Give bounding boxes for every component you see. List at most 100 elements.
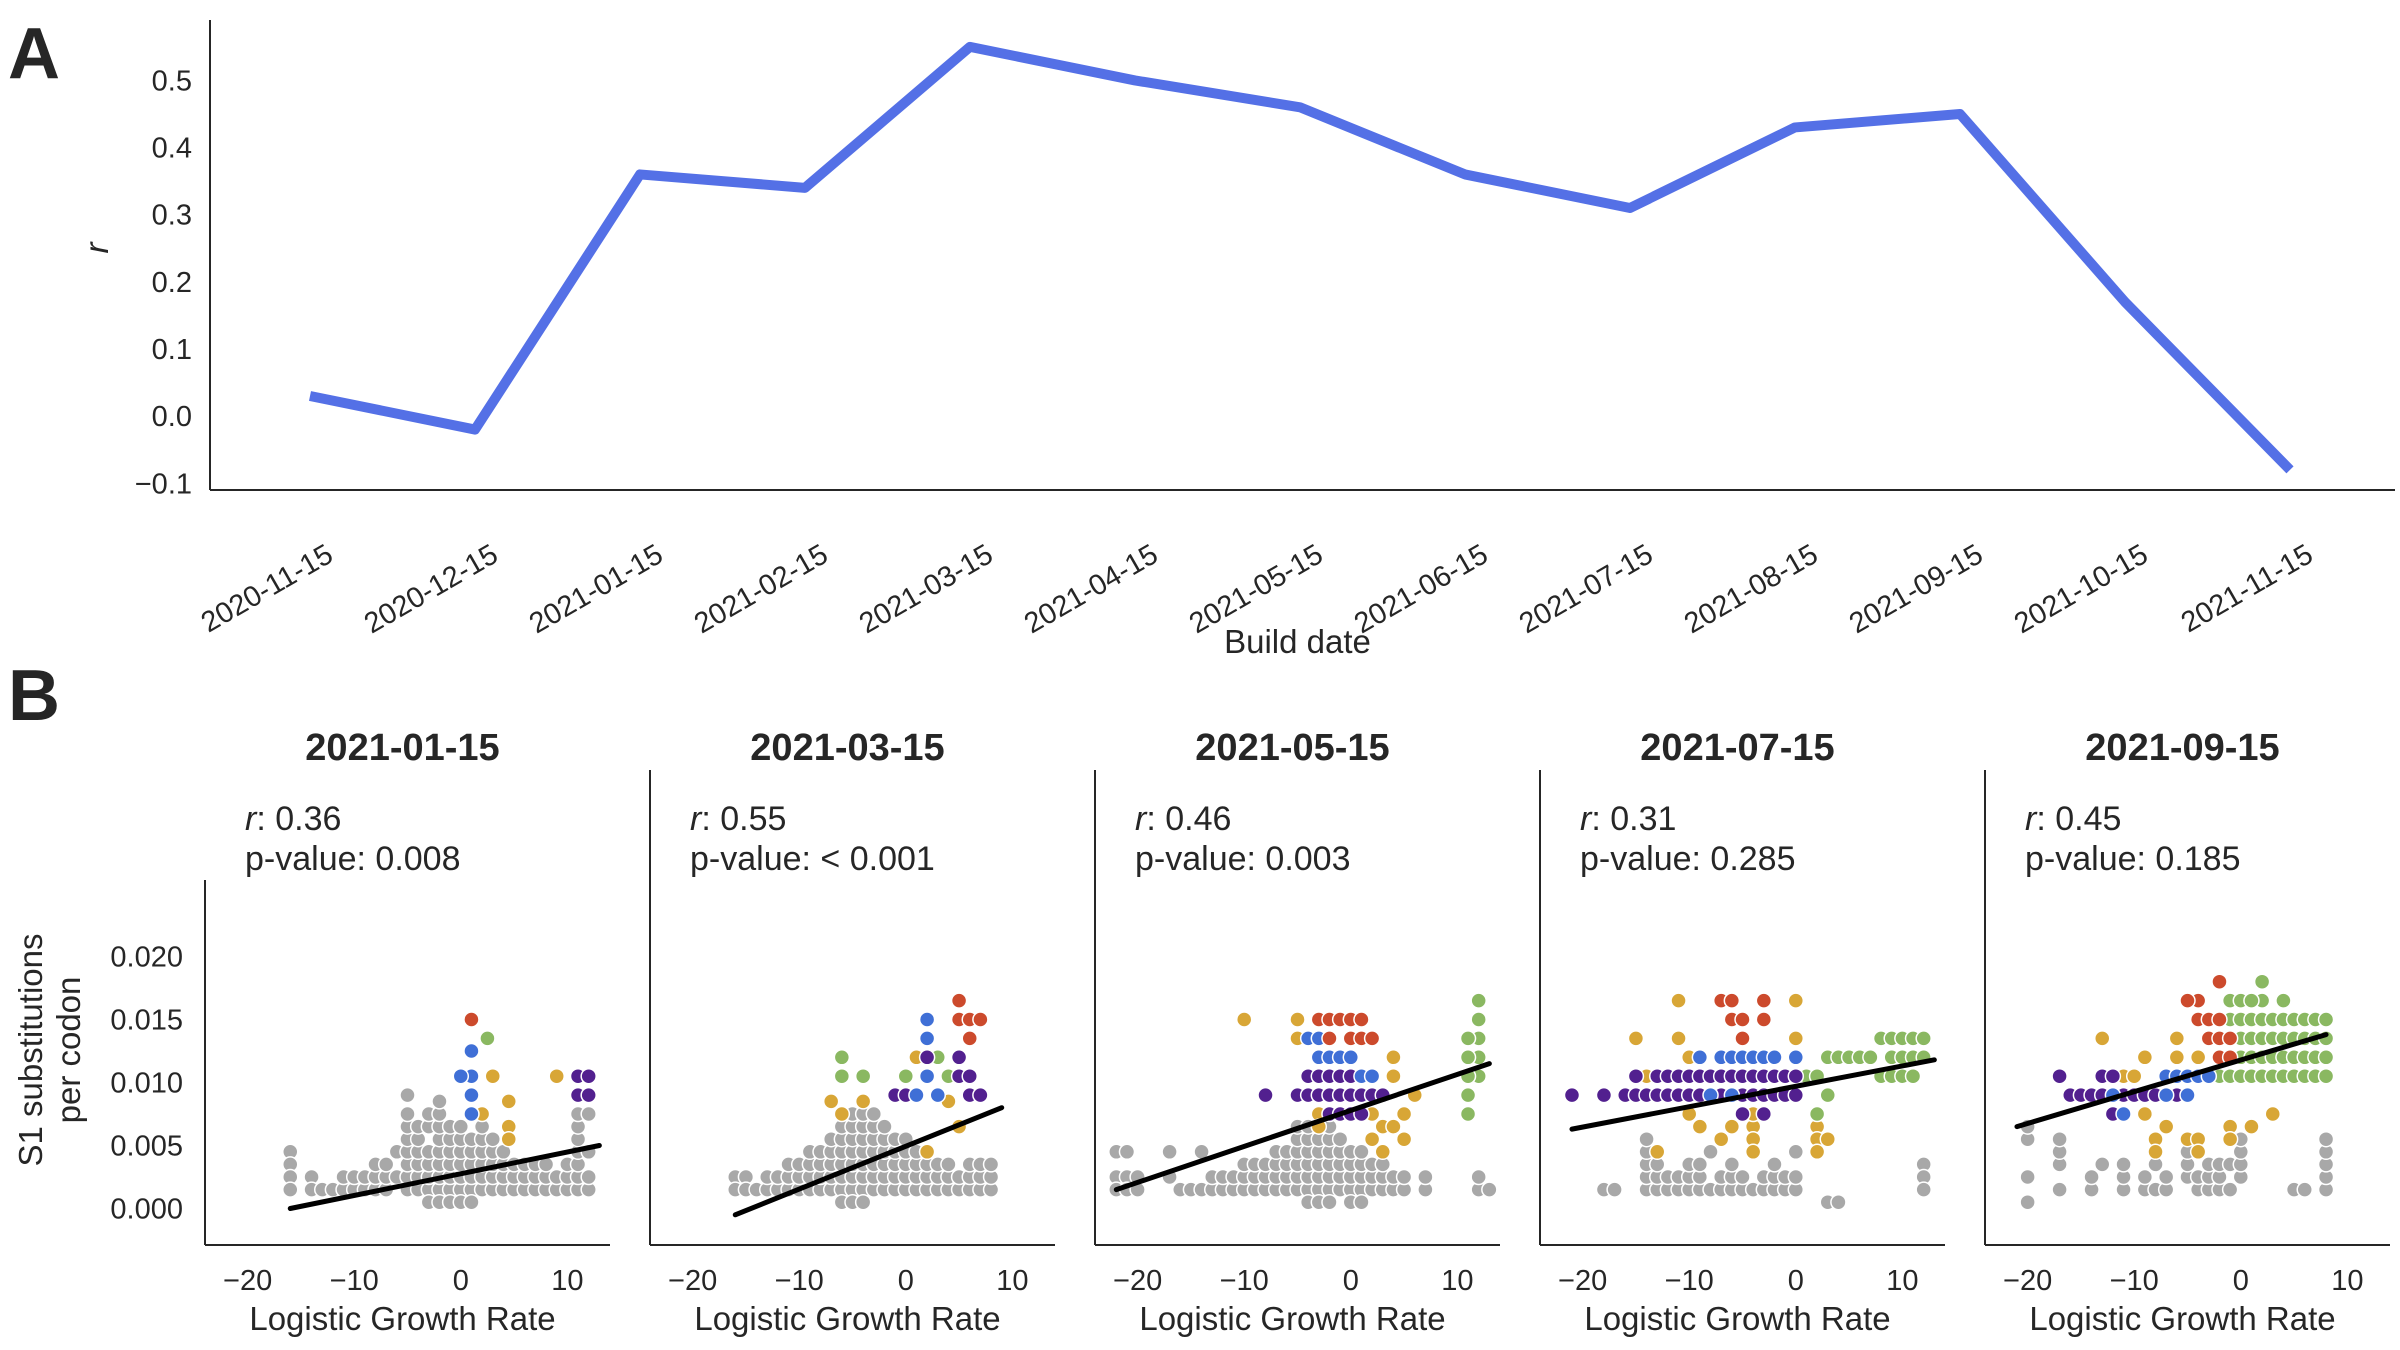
point-gray <box>1915 1181 1932 1198</box>
x-tick-label: −10 <box>1665 1265 1714 1297</box>
r-value: r: 0.31 <box>1580 800 1676 838</box>
point-red <box>1734 1030 1751 1047</box>
point-blue <box>1691 1049 1709 1066</box>
y-tick-label: 0.005 <box>110 1131 183 1163</box>
subplot-title: 2021-09-15 <box>2085 727 2279 769</box>
point-purple <box>1563 1086 1581 1104</box>
point-gray <box>1830 1193 1847 1211</box>
point-gold <box>2157 1118 2175 1135</box>
point-gold <box>1395 1105 1413 1123</box>
point-gold <box>1819 1130 1837 1148</box>
r-symbol: r <box>1580 800 1593 838</box>
point-green <box>2317 1011 2335 1028</box>
x-tick-label: 0 <box>1788 1265 1804 1297</box>
point-gold <box>2125 1067 2143 1085</box>
point-gold <box>822 1093 840 1110</box>
point-gold <box>500 1130 517 1148</box>
point-red <box>1363 1030 1381 1047</box>
point-blue <box>452 1067 470 1085</box>
point-gold <box>2147 1143 2164 1161</box>
r-number: : 0.36 <box>256 800 341 838</box>
point-gray <box>1161 1143 1178 1161</box>
subplot-title: 2021-01-15 <box>305 727 499 769</box>
points-group <box>1563 992 1932 1211</box>
point-gray <box>1353 1143 1370 1161</box>
r-number: : 0.31 <box>1591 800 1676 838</box>
point-red <box>463 1011 480 1028</box>
point-gray <box>1353 1193 1370 1211</box>
point-gray <box>1321 1193 1338 1211</box>
y-axis-label-line: per codon <box>50 977 87 1124</box>
r-symbol: r <box>1135 800 1148 838</box>
point-purple <box>1257 1086 1274 1104</box>
x-tick-label: −10 <box>775 1265 824 1297</box>
point-red <box>1723 992 1741 1009</box>
x-tick-label: 10 <box>1441 1265 1473 1297</box>
r-symbol: r <box>2025 800 2038 838</box>
y-tick-label: 0.2 <box>152 267 192 299</box>
point-purple <box>2051 1067 2068 1085</box>
y-tick-label: −0.1 <box>135 468 192 500</box>
point-green <box>2253 973 2271 990</box>
point-gold <box>1723 1118 1741 1135</box>
point-gray <box>2317 1130 2335 1148</box>
subplot-1: 2021-01-15 r: 0.36p-value: 0.008 −20 −10 0 10… <box>12 727 610 1337</box>
y-tick-label: 0.4 <box>152 133 192 165</box>
point-green <box>1819 1086 1837 1104</box>
point-gray <box>452 1118 470 1135</box>
point-red <box>1321 1030 1338 1047</box>
fit-line <box>1569 1057 1937 1132</box>
point-gray <box>982 1156 1000 1173</box>
point-green <box>2317 1049 2335 1066</box>
point-gold <box>548 1067 565 1085</box>
p-value: p-value: 0.285 <box>1580 840 1796 878</box>
x-tick-label: 10 <box>2331 1265 2363 1297</box>
point-green <box>1915 1030 1932 1047</box>
fit-line <box>1113 1061 1492 1193</box>
point-blue <box>1766 1049 1783 1066</box>
point-gold <box>1808 1143 1826 1161</box>
y-tick-label: 0.010 <box>110 1068 183 1100</box>
x-tick-label: 0 <box>2233 1265 2249 1297</box>
y-axis-label: S1 substitutionsper codon <box>12 934 87 1167</box>
x-tick-label: −10 <box>330 1265 379 1297</box>
y-axis-label-line: S1 substitutions <box>12 934 49 1167</box>
x-tick-label: 2021-09-15 <box>1844 538 1988 640</box>
r-number: : 0.55 <box>701 800 786 838</box>
point-gray <box>854 1193 872 1211</box>
point-red <box>1755 992 1773 1009</box>
point-red <box>2179 992 2196 1009</box>
point-red <box>972 1011 989 1028</box>
point-gold <box>500 1093 517 1110</box>
point-blue <box>463 1105 480 1123</box>
point-green <box>854 1067 872 1085</box>
subplot-2: 2021-03-15 r: 0.55p-value: < 0.001 −20 −10 0… <box>649 727 1055 1337</box>
point-gray <box>1702 1143 1719 1161</box>
point-blue <box>929 1086 947 1104</box>
point-gray <box>1723 1156 1741 1173</box>
point-green <box>1808 1105 1826 1123</box>
point-red <box>1353 1011 1370 1028</box>
point-blue <box>908 1086 925 1104</box>
point-blue <box>1363 1067 1381 1085</box>
point-gold <box>2093 1030 2111 1047</box>
point-purple <box>580 1067 597 1085</box>
subplot-3: 2021-05-15 r: 0.46p-value: 0.003 −20 −10 0 10… <box>1094 727 1500 1337</box>
point-gray <box>2051 1181 2068 1198</box>
point-gold <box>2189 1049 2207 1066</box>
point-gold <box>1385 1118 1402 1135</box>
point-green <box>1470 992 1487 1009</box>
p-value: p-value: 0.008 <box>245 840 461 878</box>
point-gold <box>918 1143 936 1161</box>
y-tick-label: 0.000 <box>110 1194 183 1226</box>
point-gold <box>1395 1130 1413 1148</box>
point-purple <box>1734 1105 1751 1123</box>
point-purple <box>961 1067 978 1085</box>
point-green <box>833 1067 851 1085</box>
subplot-title: 2021-07-15 <box>1640 727 1834 769</box>
y-tick-label: 0.015 <box>110 1005 183 1037</box>
x-tick-label: 2021-01-15 <box>524 538 668 640</box>
panel-letter-b: B <box>8 656 60 736</box>
point-red <box>961 1030 978 1047</box>
x-axis-label: Logistic Growth Rate <box>1139 1300 1445 1337</box>
